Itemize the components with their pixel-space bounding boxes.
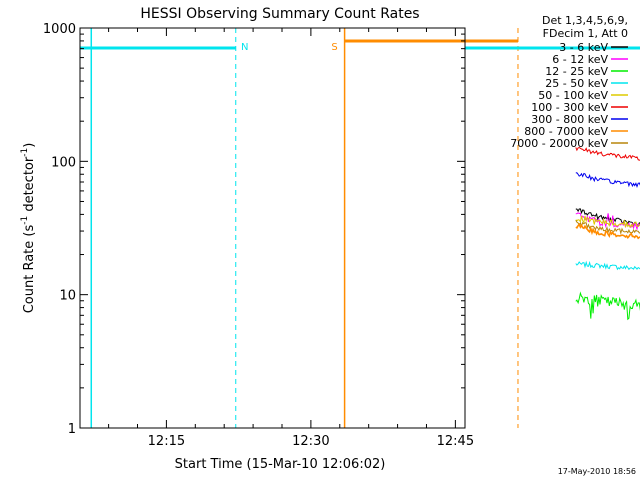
y-tick-label: 10: [59, 289, 76, 304]
x-tick-label: 12:45: [437, 434, 474, 449]
legend-item-label: 300 - 800 keV: [531, 113, 608, 126]
state-annotation: S: [331, 42, 337, 53]
state-annotation: N: [241, 42, 248, 53]
legend-header-line2: FDecim 1, Att 0: [543, 27, 628, 40]
y-tick-label: 1: [68, 422, 76, 437]
legend-item-label: 12 - 25 keV: [545, 65, 608, 78]
plot-frame: [79, 27, 466, 429]
axes-layer: 1 10 100 1000 12:15 12:30 12:45: [43, 22, 474, 449]
legend-item-label: 7000 - 20000 keV: [510, 137, 608, 150]
x-tick-label: 12:30: [292, 434, 329, 449]
x-axis-label: Start Time (15-Mar-10 12:06:02): [175, 457, 386, 472]
legend-item-label: 50 - 100 keV: [538, 89, 608, 102]
legend-item-label: 800 - 7000 keV: [524, 125, 608, 138]
legend-header-line1: Det 1,3,4,5,6,9,: [542, 14, 628, 27]
legend-item-label: 25 - 50 keV: [545, 77, 608, 90]
legend-item-label: 3 - 6 keV: [559, 41, 608, 54]
x-tick-label: 12:15: [148, 434, 185, 449]
y-tick-label: 1000: [43, 22, 76, 37]
footer-timestamp: 17-May-2010 18:56: [558, 467, 636, 476]
legend-item-label: 100 - 300 keV: [531, 101, 608, 114]
legend-item-label: 6 - 12 keV: [552, 53, 608, 66]
y-axis-label: Count Rate (s-1 detector-1): [20, 143, 37, 314]
legend: Det 1,3,4,5,6,9, FDecim 1, Att 0 3 - 6 k…: [510, 14, 628, 150]
y-tick-label: 100: [51, 155, 76, 170]
chart-title: HESSI Observing Summary Count Rates: [140, 6, 419, 22]
